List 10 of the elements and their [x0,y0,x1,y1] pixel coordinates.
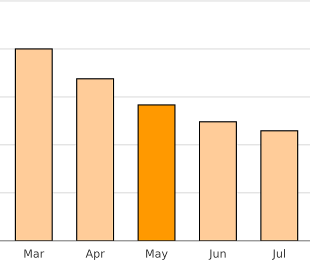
bar [260,130,298,241]
bar [76,78,114,241]
x-tick-label: Jul [272,249,285,260]
bar [14,48,53,241]
bar [138,104,176,241]
x-tick-label: Mar [24,249,44,258]
bar [198,121,237,241]
x-tick-label: Jun [208,249,226,260]
x-tick-label: May [146,249,168,260]
x-tick-label: Apr [86,249,105,260]
